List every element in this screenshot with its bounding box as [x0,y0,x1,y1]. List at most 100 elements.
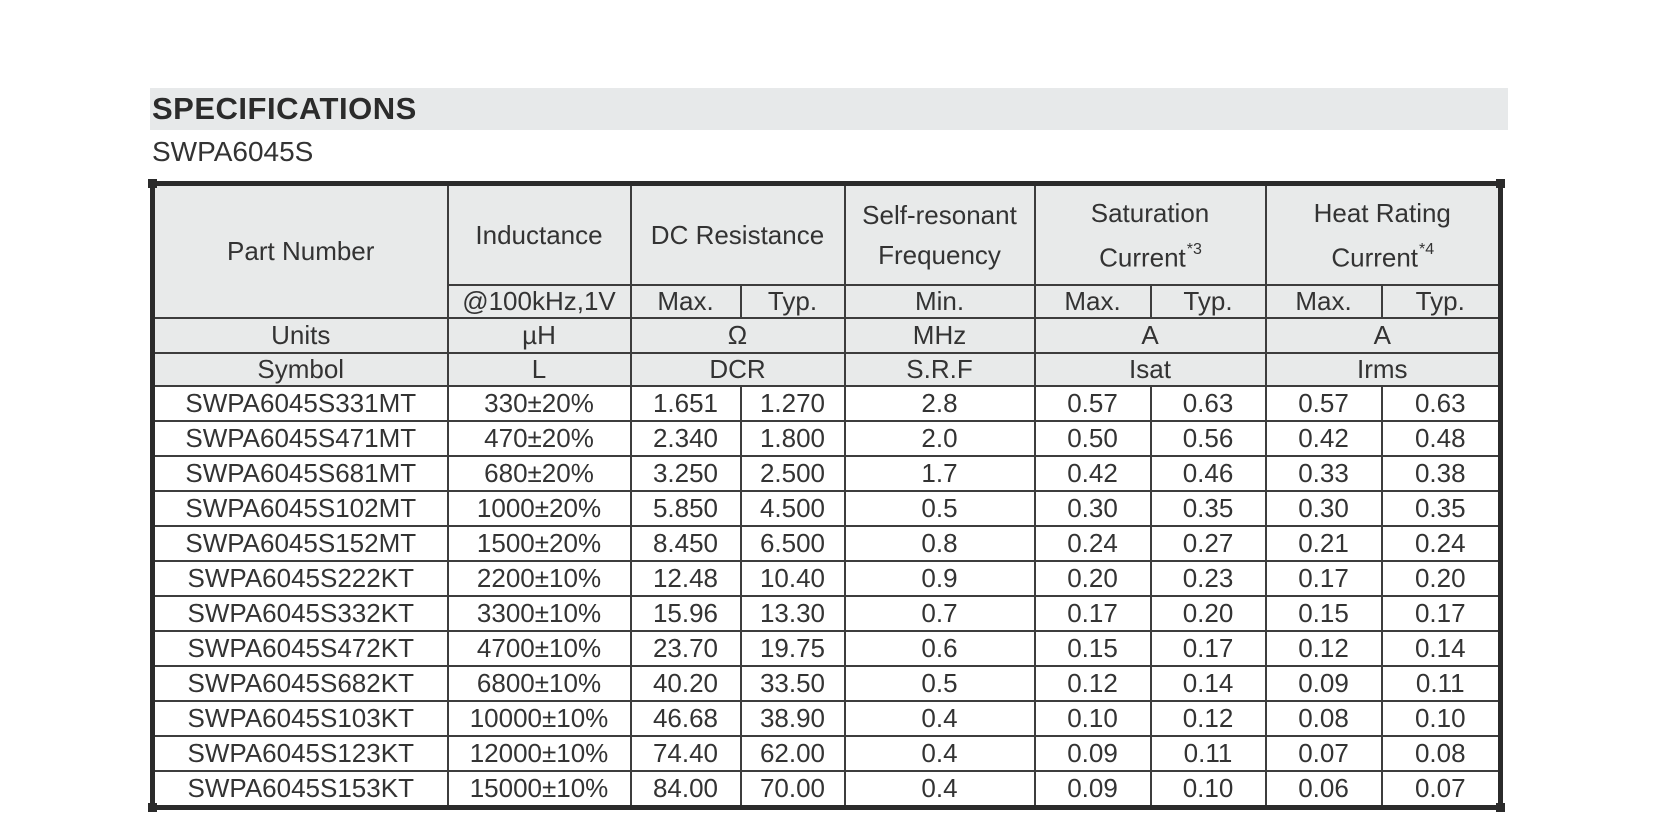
inductance-cell: 2200±10% [446,560,632,597]
isat-typ-cell: 0.10 [1149,770,1267,809]
isat-typ-cell: 0.20 [1149,595,1267,632]
dcr-typ-cell: 2.500 [739,455,846,492]
section-title: SPECIFICATIONS [152,91,417,126]
isat-typ-cell: 0.23 [1149,560,1267,597]
irms-max-cell: 0.33 [1264,455,1383,492]
isat-max-cell: 0.20 [1033,560,1152,597]
dcr-typ-cell: 4.500 [739,490,846,527]
irms-max-cell: 0.09 [1264,665,1383,702]
inductance-cell: 15000±10% [446,770,632,809]
isat-max-cell: 0.10 [1033,700,1152,737]
irms-max-cell: 0.07 [1264,735,1383,772]
inductance-cell: 10000±10% [446,700,632,737]
srf-min-cell: 1.7 [843,455,1036,492]
inductance-cell: 330±20% [446,385,632,422]
table-corner-mark [1496,803,1505,812]
table-row: SWPA6045S681MT 680±20% 3.250 2.500 1.7 0… [151,455,1502,492]
table-row: SWPA6045S471MT 470±20% 2.340 1.800 2.0 0… [151,420,1502,457]
isat-max-header: Max. [1033,284,1152,319]
irms-symbol: Irms [1264,352,1502,387]
header-row-titles: Part Number Inductance DC Resistance Sel… [151,182,1502,319]
irms-typ-header: Typ. [1380,284,1502,319]
specifications-table: Part Number Inductance DC Resistance Sel… [150,181,1503,810]
dcr-max-cell: 23.70 [629,630,742,667]
table-corner-mark [148,803,157,812]
dcr-unit: Ω [629,317,846,354]
isat-typ-header: Typ. [1149,284,1267,319]
dcr-typ-cell: 10.40 [739,560,846,597]
inductance-symbol: L [446,352,632,387]
isat-typ-cell: 0.17 [1149,630,1267,667]
footnote-ref-4: *4 [1419,240,1435,258]
dcr-max-cell: 12.48 [629,560,742,597]
heat-rating-header-line2: Current*4 [1331,240,1435,273]
srf-min-cell: 0.5 [843,665,1036,702]
isat-max-cell: 0.57 [1033,385,1152,422]
irms-typ-cell: 0.63 [1380,385,1502,422]
isat-typ-cell: 0.63 [1149,385,1267,422]
srf-symbol: S.R.F [843,352,1036,387]
part-number-cell: SWPA6045S331MT [151,385,449,422]
srf-min-cell: 2.8 [843,385,1036,422]
srf-min-cell: 0.4 [843,735,1036,772]
irms-typ-cell: 0.20 [1380,560,1502,597]
dcr-typ-cell: 19.75 [739,630,846,667]
dcr-typ-cell: 1.270 [739,385,846,422]
heat-rating-header-line1: Heat Rating [1313,197,1451,228]
irms-max-cell: 0.57 [1264,385,1383,422]
column-header-dc-resistance: DC Resistance [629,182,846,286]
table-row: SWPA6045S332KT 3300±10% 15.96 13.30 0.7 … [151,595,1502,632]
irms-max-cell: 0.21 [1264,525,1383,562]
part-number-cell: SWPA6045S681MT [151,455,449,492]
inductance-condition: @100kHz,1V [446,284,632,319]
srf-min-header: Min. [843,284,1036,319]
dcr-typ-cell: 6.500 [739,525,846,562]
specifications-table-frame: Part Number Inductance DC Resistance Sel… [148,179,1505,812]
irms-typ-cell: 0.17 [1380,595,1502,632]
part-number-cell: SWPA6045S123KT [151,735,449,772]
units-row: Units µH Ω MHz A A [151,317,1502,354]
srf-header-line2: Frequency [878,240,1001,270]
symbol-row: Symbol L DCR S.R.F Isat Irms [151,352,1502,387]
dcr-typ-header: Typ. [739,284,846,319]
dcr-symbol: DCR [629,352,846,387]
isat-max-cell: 0.15 [1033,630,1152,667]
symbol-row-label: Symbol [151,352,449,387]
part-number-cell: SWPA6045S332KT [151,595,449,632]
isat-typ-cell: 0.11 [1149,735,1267,772]
irms-max-cell: 0.30 [1264,490,1383,527]
saturation-header-line1: Saturation [1090,197,1210,228]
srf-unit: MHz [843,317,1036,354]
part-number-cell: SWPA6045S471MT [151,420,449,457]
inductance-unit: µH [446,317,632,354]
srf-header-line1: Self-resonant [862,200,1017,230]
isat-typ-cell: 0.35 [1149,490,1267,527]
table-row: SWPA6045S472KT 4700±10% 23.70 19.75 0.6 … [151,630,1502,667]
table-row: SWPA6045S123KT 12000±10% 74.40 62.00 0.4… [151,735,1502,772]
table-corner-mark [148,179,157,188]
dcr-typ-cell: 13.30 [739,595,846,632]
table-row: SWPA6045S103KT 10000±10% 46.68 38.90 0.4… [151,700,1502,737]
dcr-max-cell: 84.00 [629,770,742,809]
header-row-conditions: @100kHz,1V Max. Typ. Min. Max. Typ. Max.… [153,284,1502,319]
dcr-max-header: Max. [629,284,742,319]
dcr-typ-cell: 1.800 [739,420,846,457]
isat-typ-cell: 0.27 [1149,525,1267,562]
isat-max-cell: 0.12 [1033,665,1152,702]
irms-max-cell: 0.06 [1264,770,1383,809]
dcr-max-cell: 5.850 [629,490,742,527]
table-row: SWPA6045S102MT 1000±20% 5.850 4.500 0.5 … [151,490,1502,527]
column-header-self-resonant-frequency: Self-resonant Frequency [843,182,1036,286]
series-title: SWPA6045S [152,136,314,167]
dcr-typ-cell: 62.00 [739,735,846,772]
isat-max-cell: 0.09 [1033,770,1152,809]
table-row: SWPA6045S153KT 15000±10% 84.00 70.00 0.4… [151,770,1502,809]
irms-typ-cell: 0.07 [1380,770,1502,809]
dcr-max-cell: 2.340 [629,420,742,457]
isat-typ-cell: 0.46 [1149,455,1267,492]
part-number-cell: SWPA6045S152MT [151,525,449,562]
isat-typ-cell: 0.56 [1149,420,1267,457]
isat-symbol: Isat [1033,352,1267,387]
srf-min-cell: 0.7 [843,595,1036,632]
irms-max-header: Max. [1264,284,1383,319]
